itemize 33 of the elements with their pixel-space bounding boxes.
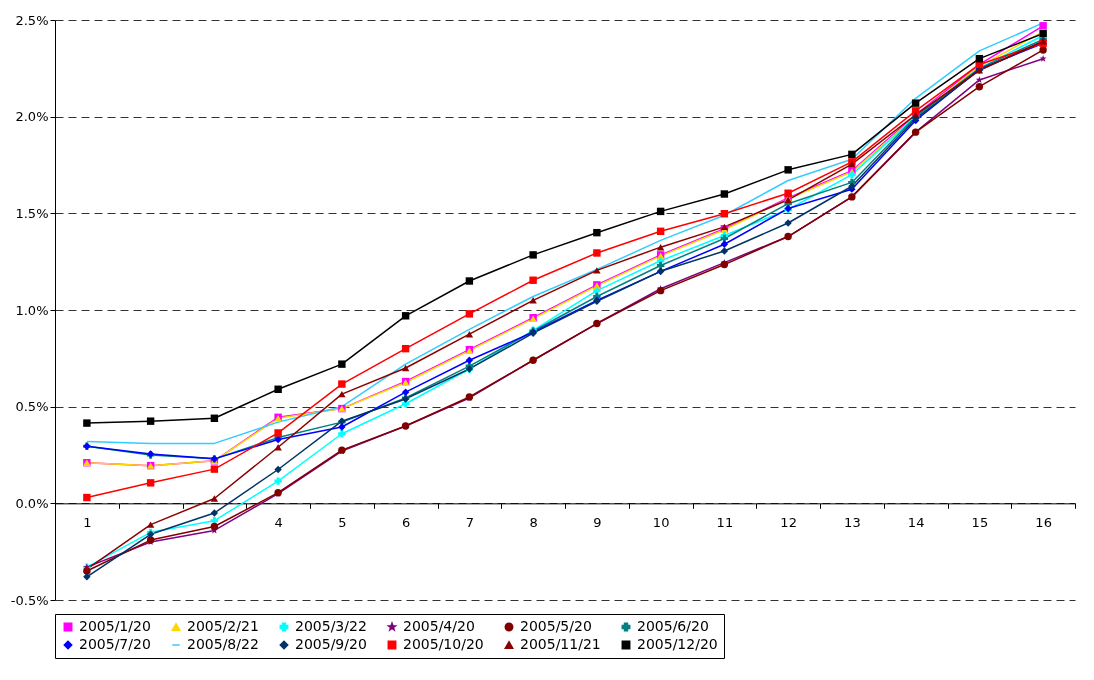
y-tick-label: 1.5% — [15, 205, 49, 221]
x-tick-label: 7 — [465, 514, 475, 530]
y-tick-label: 0.5% — [15, 399, 49, 415]
x-tick-label: 4 — [274, 514, 283, 530]
legend-label: 2005/5/20 — [520, 618, 592, 634]
x-tick-label: 14 — [907, 514, 925, 530]
legend-label: 2005/2/21 — [187, 618, 259, 634]
x-tick-label: 8 — [529, 514, 538, 530]
legend-label: 2005/12/20 — [637, 636, 718, 652]
legend-label: 2005/4/20 — [403, 618, 475, 634]
legend-label: 2005/7/20 — [79, 636, 151, 652]
x-tick-label: 1 — [83, 514, 92, 530]
x-tick-label: 5 — [338, 514, 347, 530]
legend-label: 2005/8/22 — [187, 636, 259, 652]
x-tick-label: 9 — [593, 514, 602, 530]
legend-label: 2005/11/21 — [520, 636, 601, 652]
x-tick-label: 16 — [1035, 514, 1052, 530]
legend-label: 2005/9/20 — [295, 636, 367, 652]
legend-label: 2005/1/20 — [79, 618, 151, 634]
y-tick-label: -0.5% — [10, 592, 49, 608]
y-tick-label: 0.0% — [15, 495, 49, 511]
legend-label: 2005/10/20 — [403, 636, 484, 652]
x-tick-label: 12 — [780, 514, 797, 530]
x-tick-label: 6 — [401, 514, 411, 530]
x-tick-label: 15 — [971, 514, 989, 530]
y-tick-label: 1.0% — [15, 302, 49, 318]
x-tick-label: 11 — [716, 514, 734, 530]
y-tick-label: 2.0% — [15, 109, 49, 125]
x-tick-label: 10 — [652, 514, 670, 530]
x-tick-label: 13 — [844, 514, 861, 530]
legend-label: 2005/3/22 — [295, 618, 367, 634]
y-tick-label: 2.5% — [15, 12, 49, 28]
legend-label: 2005/6/20 — [637, 618, 709, 634]
